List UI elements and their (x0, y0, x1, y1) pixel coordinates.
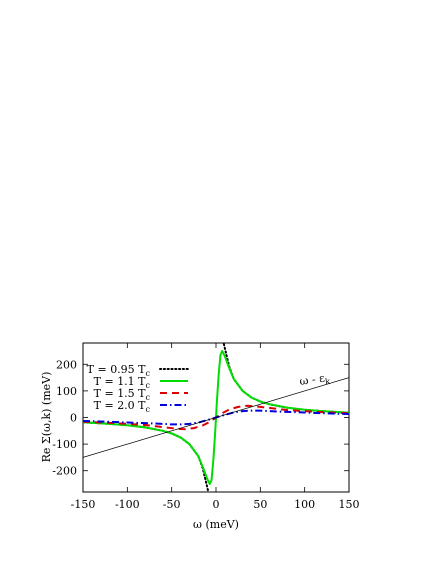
annotation: ω - εk (299, 371, 331, 390)
series-line-0 (83, 421, 210, 492)
x-axis-label: ω (meV) (193, 518, 239, 531)
x-tick-label: 0 (213, 498, 220, 511)
ticks (82, 343, 350, 492)
y-tick-label: -200 (52, 465, 77, 478)
series-line-4 (83, 377, 349, 458)
x-tick-label: 150 (339, 498, 360, 511)
y-tick-label: 100 (56, 385, 77, 398)
y-axis-label: Re Σ(ω,k) (meV) (40, 372, 53, 463)
legend-label: T = 2.0 Tc (94, 399, 151, 414)
x-tick-label: -50 (163, 498, 181, 511)
annotation-text: ω - ε (299, 372, 326, 388)
legend-label: T = 1.5 Tc (94, 387, 151, 402)
y-tick-label: 0 (70, 412, 77, 425)
x-tick-label: 50 (253, 498, 267, 511)
y-tick-label: 200 (56, 358, 77, 371)
legend-label: T = 0.95 Tc (87, 363, 151, 378)
series-line-0 (222, 343, 349, 414)
legend: T = 0.95 TcT = 1.1 TcT = 1.5 TcT = 2.0 T… (87, 363, 189, 414)
tick-labels: -150 -100 -50 0 50 100 150 -200 -100 0 100 200 (52, 358, 359, 511)
legend-label: T = 1.1 Tc (94, 375, 151, 390)
series-lines (83, 343, 349, 492)
x-tick-label: -150 (71, 498, 96, 511)
x-tick-label: 100 (294, 498, 315, 511)
annotation-sub: k (325, 377, 331, 387)
y-tick-label: -100 (52, 438, 77, 451)
x-tick-label: -100 (115, 498, 140, 511)
